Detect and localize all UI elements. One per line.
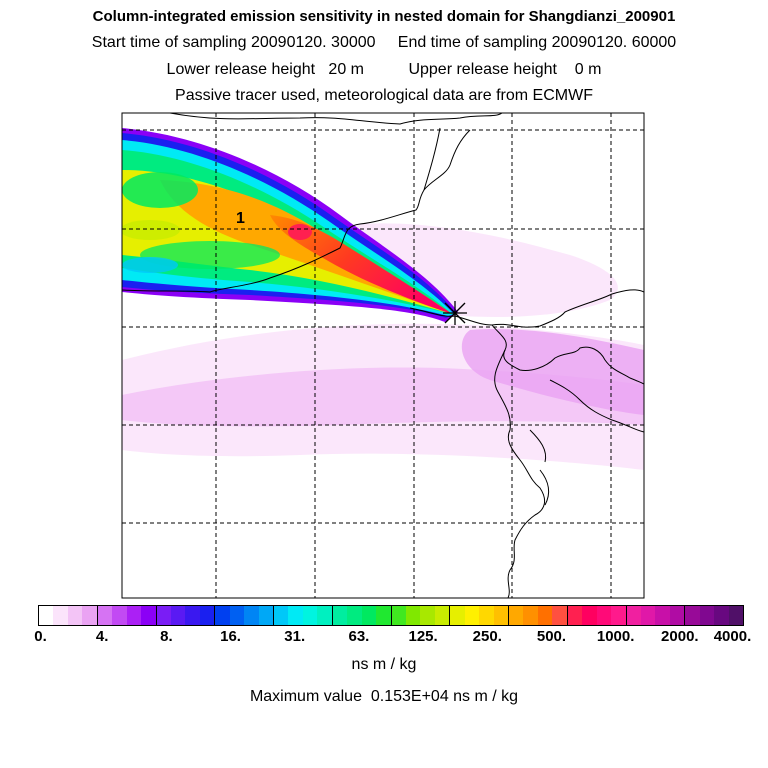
colorbar-swatch (390, 606, 406, 625)
colorbar-swatch (655, 606, 670, 625)
asterisk-icon (443, 301, 467, 325)
colorbar-swatch (273, 606, 289, 625)
colorbar-swatch (684, 606, 700, 625)
colorbar-swatch (479, 606, 494, 625)
receptor-label: 1 (236, 210, 245, 227)
lat-lon-grid (122, 113, 644, 598)
colorbar-swatch (302, 606, 318, 625)
plume-green-patch-1 (122, 172, 198, 208)
colorbar-swatch (244, 606, 259, 625)
colorbar-swatch (596, 606, 612, 625)
colorbar-tick-label: 1000. (596, 628, 635, 645)
colorbar-tick-label: 2000. (661, 628, 699, 645)
colorbar-swatch (714, 606, 729, 625)
pink-patch-east (461, 329, 644, 415)
colorbar-swatch (112, 606, 127, 625)
colorbar-swatch (625, 606, 641, 625)
colorbar-swatch (229, 606, 245, 625)
colorbar-tick-label: 4. (95, 628, 109, 645)
colorbar-swatch (523, 606, 538, 625)
colorbar-swatch (449, 606, 465, 625)
colorbar-swatch (493, 606, 508, 625)
tracer-info-line: Passive tracer used, meteorological data… (175, 87, 593, 104)
colorbar-swatch (376, 606, 391, 625)
colorbar-swatch (640, 606, 656, 625)
plume-yellow-patch (122, 220, 180, 240)
colorbar-swatch (96, 606, 113, 625)
colorbar-unit: ns m / kg (351, 656, 417, 673)
map-title: Column-integrated emission sensitivity i… (92, 8, 676, 25)
release-height-line: Lower release height 20 m Upper release … (166, 61, 602, 78)
colorbar-tick-label: 8. (160, 628, 173, 645)
colorbar-swatch (464, 606, 480, 625)
plume-cyan-patch (122, 257, 178, 273)
colorbar-tick-label: 125. (408, 628, 438, 645)
colorbar-swatch (39, 606, 54, 625)
colorbar-tick-label: 63. (348, 628, 370, 645)
coastlines (122, 113, 644, 598)
colorbar-swatch (611, 606, 626, 625)
colorbar-swatch (669, 606, 685, 625)
colorbar (38, 605, 744, 626)
colorbar-swatch (347, 606, 362, 625)
colorbar-swatch (508, 606, 524, 625)
colorbar-tick-label: 31. (284, 628, 306, 645)
colorbar-tick-label: 250. (472, 628, 502, 645)
colorbar-swatch (258, 606, 273, 625)
colorbar-swatch (155, 606, 171, 625)
colorbar-swatch (582, 606, 597, 625)
colorbar-swatch (552, 606, 567, 625)
colorbar-swatch (331, 606, 348, 625)
colorbar-swatch (67, 606, 83, 625)
colorbar-swatch (126, 606, 142, 625)
colorbar-swatch (317, 606, 332, 625)
colorbar-swatch (82, 606, 97, 625)
colorbar-swatch (170, 606, 186, 625)
colorbar-swatch (405, 606, 421, 625)
map-frame (121, 112, 645, 599)
colorbar-tick-label: 16. (220, 628, 241, 645)
colorbar-tick-labels: 0. 4. 8. 16. 31. 63. 125. 250. 500. 1000. 2000. 400… (0, 628, 768, 648)
colorbar-swatch (434, 606, 450, 625)
colorbar-swatch (361, 606, 377, 625)
colorbar-swatch (185, 606, 200, 625)
colorbar-swatch (728, 606, 743, 625)
plume-core-hotspot (288, 224, 312, 240)
sampling-time-line: Start time of sampling 20090120. 30000 E… (91, 34, 677, 51)
colorbar-swatch (53, 606, 68, 625)
colorbar-swatch (214, 606, 230, 625)
colorbar-swatch (566, 606, 583, 625)
colorbar-tick-label: 500. (536, 628, 567, 645)
colorbar-swatch (199, 606, 215, 625)
colorbar-tick-label: 0. (34, 628, 47, 645)
colorbar-swatch (537, 606, 553, 625)
maximum-value-text: Maximum value 0.153E+04 ns m / kg (249, 688, 519, 705)
colorbar-swatch (420, 606, 435, 625)
colorbar-swatch (288, 606, 303, 625)
colorbar-swatch (699, 606, 715, 625)
colorbar-swatch (141, 606, 156, 625)
colorbar-tick-label: 4000. (713, 628, 752, 645)
